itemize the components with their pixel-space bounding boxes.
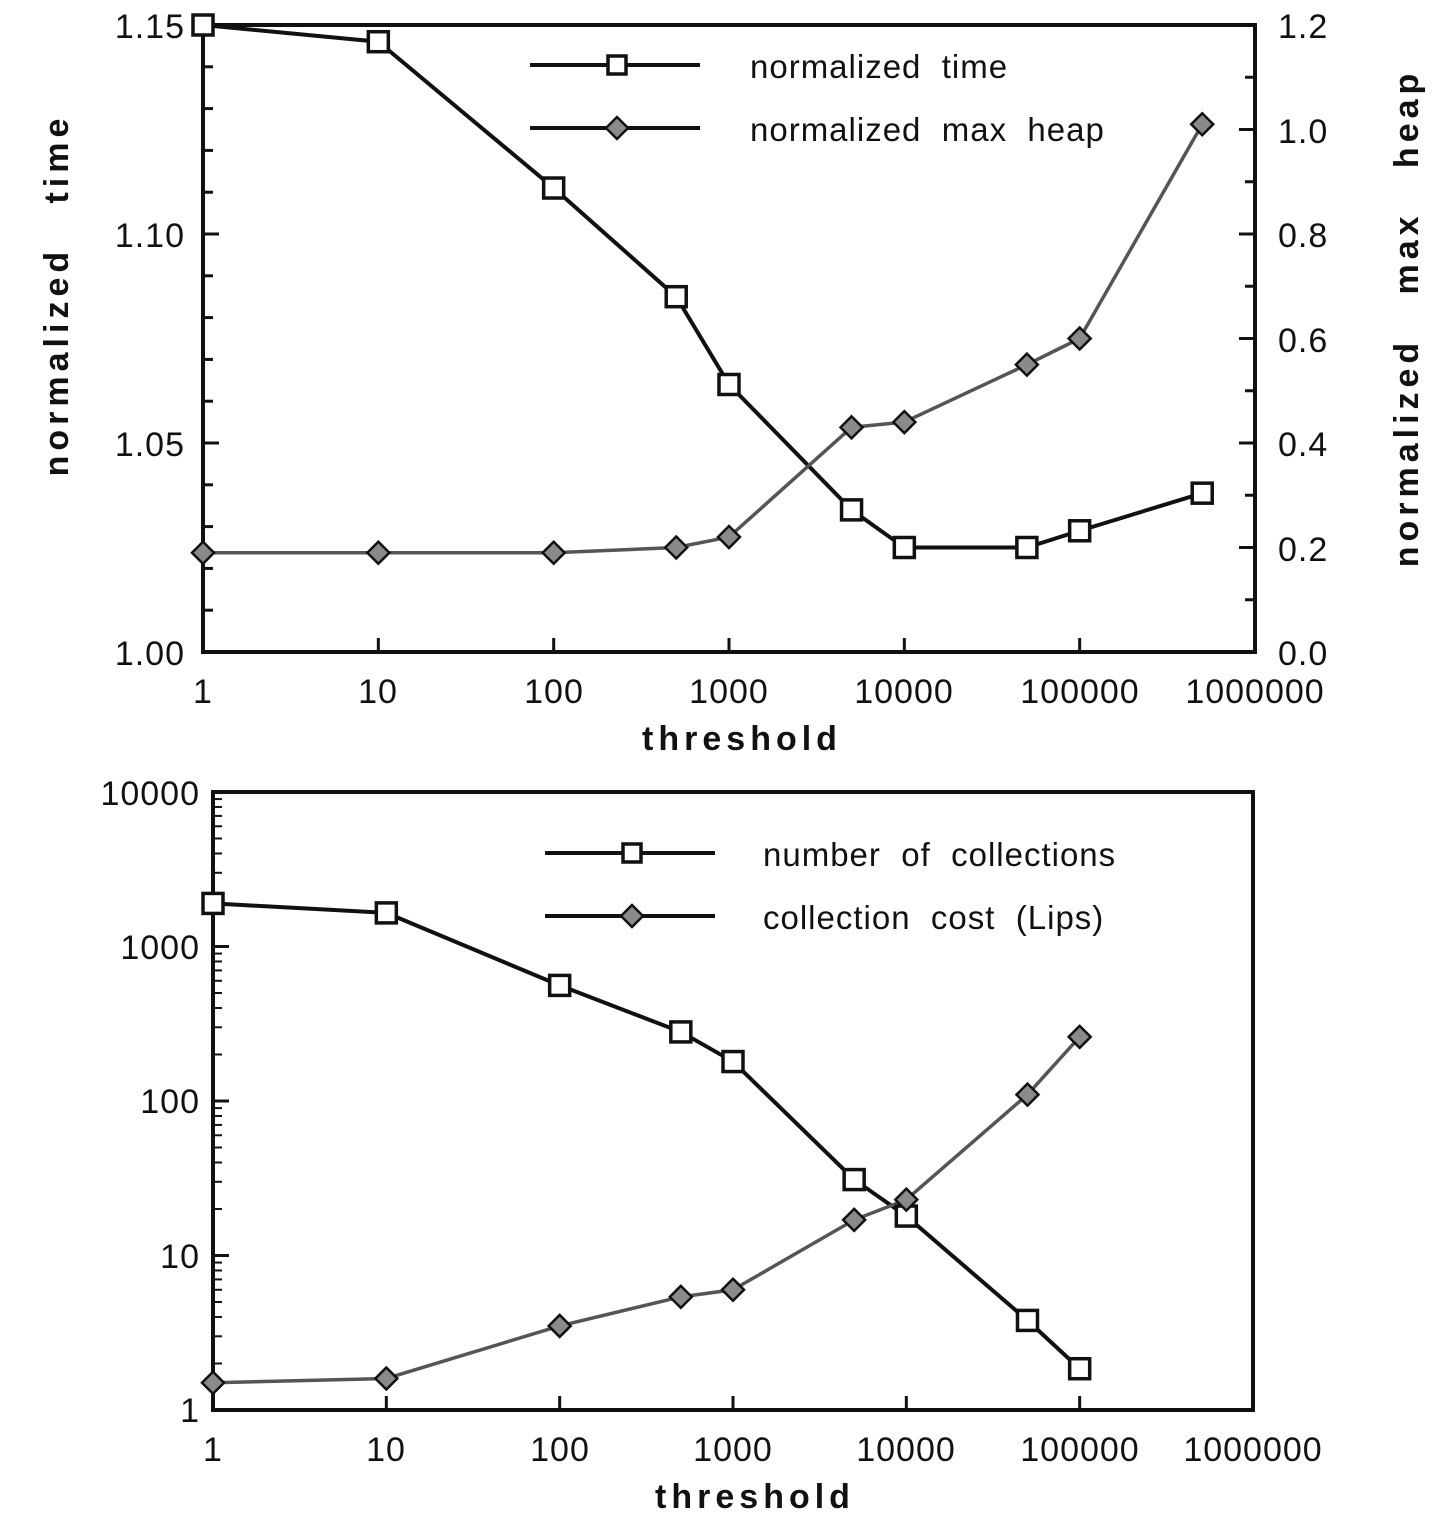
legend-label-normalized-time: normalized time: [750, 48, 1008, 85]
top-x-tick-label: 10000: [854, 673, 954, 711]
data-point-normalized-time: [366, 29, 391, 54]
bottom-legend: number of collections collection cost (L…: [545, 836, 1116, 936]
data-point-normalized-time: [541, 176, 566, 200]
top-right-y-tick-label: 1.2: [1278, 8, 1328, 46]
data-point-normalized-time: [1067, 519, 1092, 543]
data-point-normalized-max-heap: [838, 414, 865, 441]
data-point-normalized-time: [1015, 535, 1039, 560]
top-legend: normalized time normalized max heap: [530, 48, 1105, 148]
bottom-plot-frame: [211, 790, 1255, 1412]
data-point-number-of-collections: [842, 1167, 866, 1192]
data-point-collection-cost: [841, 1207, 867, 1233]
data-point-normalized-max-heap: [365, 539, 392, 566]
top-left-y-axis-label: normalized time: [38, 114, 76, 477]
legend-square-marker: [621, 842, 643, 864]
bottom-x-tick-label: 1000000: [1183, 1431, 1322, 1469]
bottom-chart: 1 10 100 1000 10000 1 10 100 1000 10000 …: [100, 775, 1322, 1516]
data-point-collection-cost: [668, 1284, 694, 1310]
data-point-collection-cost: [893, 1186, 920, 1213]
series-line-collection-cost: [212, 1035, 1081, 1385]
data-point-number-of-collections: [201, 891, 225, 916]
data-point-number-of-collections: [721, 1049, 745, 1074]
bottom-x-tick-label: 10: [366, 1431, 406, 1469]
top-x-tick-label: 100: [524, 673, 584, 711]
bottom-y-tick-label: 1: [180, 1392, 200, 1430]
top-right-y-tick-label: 1.0: [1278, 113, 1328, 151]
bottom-y-tick-label: 10: [160, 1238, 200, 1276]
bottom-x-tick-label: 1000: [693, 1431, 773, 1469]
top-x-tick-label: 1000000: [1185, 673, 1324, 711]
bottom-x-tick-label: 100: [530, 1431, 590, 1469]
data-point-normalized-max-heap: [190, 539, 216, 566]
legend-label-normalized-max-heap: normalized max heap: [750, 111, 1105, 148]
top-left-y-tick-label: 1.15: [115, 8, 185, 46]
bottom-y-tick-label: 10000: [100, 775, 200, 813]
data-point-collection-cost: [200, 1370, 226, 1396]
data-point-normalized-max-heap: [1014, 351, 1040, 378]
data-point-number-of-collections: [1067, 1356, 1092, 1381]
data-point-normalized-max-heap: [1066, 325, 1093, 352]
data-point-normalized-max-heap: [891, 409, 918, 435]
top-ticks: [201, 23, 1257, 654]
legend-diamond-marker: [619, 903, 645, 929]
series-line-number-of-collections: [212, 901, 1082, 1371]
top-right-y-tick-label: 0.0: [1278, 635, 1328, 673]
data-point-collection-cost: [373, 1365, 400, 1392]
top-left-y-tick-label: 1.05: [115, 426, 185, 464]
data-point-number-of-collections: [669, 1020, 693, 1044]
top-right-y-tick-label: 0.6: [1278, 322, 1328, 360]
top-x-tick-label: 100000: [1020, 673, 1139, 711]
data-point-normalized-time: [191, 13, 215, 37]
data-point-collection-cost: [1014, 1081, 1041, 1108]
bottom-x-tick-label: 10000: [856, 1431, 956, 1469]
data-point-normalized-time: [839, 498, 864, 522]
top-x-axis-label: threshold: [642, 720, 842, 758]
top-x-tick-label: 1000: [689, 673, 769, 711]
bottom-x-tick-label: 100000: [1020, 1431, 1139, 1469]
bottom-ticks: [211, 798, 1255, 1412]
data-point-collection-cost: [1066, 1024, 1093, 1050]
data-point-normalized-time: [892, 535, 917, 560]
data-point-normalized-time: [664, 284, 688, 309]
top-right-y-tick-label: 0.4: [1278, 426, 1328, 464]
bottom-y-tick-label: 100: [140, 1083, 200, 1121]
data-point-number-of-collections: [374, 901, 399, 925]
data-point-normalized-max-heap: [663, 534, 689, 561]
legend-label-collection-cost: collection cost (Lips): [763, 899, 1104, 936]
series-line-normalized-time: [202, 23, 1203, 550]
top-series: [190, 13, 1215, 566]
top-x-tick-label: 10: [358, 673, 398, 711]
data-point-number-of-collections: [1015, 1308, 1040, 1333]
data-point-number-of-collections: [547, 973, 572, 998]
top-chart: 1.00 1.05 1.10 1.15 0.0 0.2 0.4 0.6 0.8 …: [38, 8, 1426, 758]
bottom-x-axis-label: threshold: [655, 1478, 855, 1516]
legend-label-number-of-collections: number of collections: [763, 836, 1116, 873]
top-right-y-axis-label: normalized max heap: [1388, 69, 1426, 568]
top-right-y-tick-label: 0.2: [1278, 531, 1328, 569]
top-x-tick-label: 1: [193, 673, 213, 711]
top-right-y-tick-label: 0.8: [1278, 217, 1328, 255]
bottom-x-tick-label: 1: [203, 1431, 223, 1469]
data-point-normalized-time: [1190, 481, 1214, 505]
series-line-normalized-max-heap: [203, 123, 1204, 555]
bottom-y-tick-label: 1000: [120, 929, 200, 967]
top-left-y-tick-label: 1.10: [115, 217, 185, 255]
data-point-collection-cost: [720, 1277, 746, 1303]
data-point-normalized-max-heap: [716, 524, 742, 550]
top-left-y-tick-label: 1.00: [115, 635, 185, 673]
data-point-normalized-max-heap: [1189, 111, 1215, 138]
data-point-collection-cost: [546, 1313, 573, 1339]
legend-square-marker: [606, 54, 628, 76]
data-point-normalized-max-heap: [540, 539, 567, 566]
legend-diamond-marker: [604, 115, 630, 141]
bottom-series: [200, 891, 1093, 1396]
data-point-normalized-time: [717, 372, 741, 397]
